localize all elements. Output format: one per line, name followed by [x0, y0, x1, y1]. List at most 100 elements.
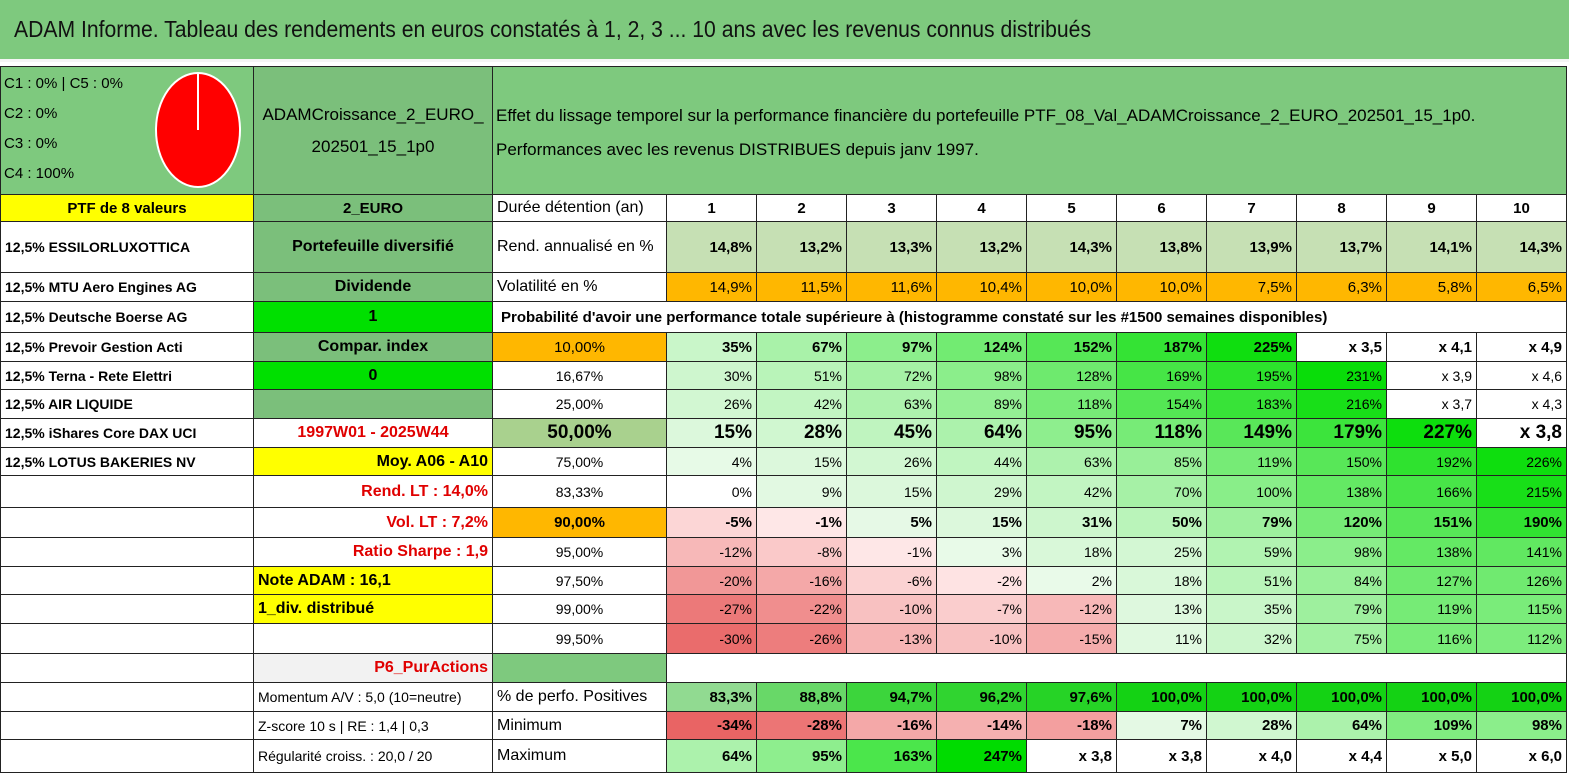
probability-cell: 79% — [1297, 595, 1387, 624]
summary-cell: 100,0% — [1477, 683, 1567, 712]
probability-cell: 28% — [757, 419, 847, 448]
probability-cell: -13% — [847, 624, 937, 654]
probability-cell: 15% — [847, 476, 937, 508]
empty-cell — [937, 654, 1027, 683]
rend-cell: 13,3% — [847, 222, 937, 273]
probability-cell: 138% — [1387, 538, 1477, 567]
year-header: 5 — [1027, 195, 1117, 222]
probability-cell: -12% — [1027, 595, 1117, 624]
category-label: P6_PurActions — [254, 654, 493, 683]
probability-cell: 195% — [1207, 362, 1297, 390]
title-bar: ADAM Informe. Tableau des rendements en … — [0, 0, 1569, 62]
probability-cell: 115% — [1477, 595, 1567, 624]
probability-cell: 15% — [937, 508, 1027, 538]
summary-label: Régularité croiss. : 20,0 / 20 — [254, 740, 493, 773]
empty-cell — [1207, 654, 1297, 683]
probability-cell: 2% — [1027, 567, 1117, 595]
probability-cell: 128% — [1027, 362, 1117, 390]
probability-cell: 190% — [1477, 508, 1567, 538]
summary-cell: 96,2% — [937, 683, 1027, 712]
summary-cell: -18% — [1027, 712, 1117, 740]
summary-cell: 64% — [1297, 712, 1387, 740]
probability-cell: -30% — [667, 624, 757, 654]
summary-cell: 28% — [1207, 712, 1297, 740]
summary-label: Z-score 10 s | RE : 1,4 | 0,3 — [254, 712, 493, 740]
performance-table: C1 : 0% | C5 : 0% C2 : 0% C3 : 0% C4 : 1… — [0, 66, 1567, 773]
probability-threshold: 25,00% — [493, 390, 667, 419]
empty-cell — [1117, 654, 1207, 683]
summary-cell: -14% — [937, 712, 1027, 740]
year-header: 10 — [1477, 195, 1567, 222]
summary-cell: 64% — [667, 740, 757, 773]
rend-cell: 14,3% — [1027, 222, 1117, 273]
vol-cell: 14,9% — [667, 273, 757, 302]
summary-cell: x 6,0 — [1477, 740, 1567, 773]
period-label: 1997W01 - 2025W44 — [254, 419, 493, 448]
probability-cell: 84% — [1297, 567, 1387, 595]
summary-row-label: Minimum — [493, 712, 667, 740]
summary-cell: 247% — [937, 740, 1027, 773]
probability-cell: 26% — [667, 390, 757, 419]
probability-cell: 118% — [1117, 419, 1207, 448]
fund-name-line: 202501_15_1p0 — [311, 136, 435, 156]
summary-cell: 98% — [1477, 712, 1567, 740]
note-label: Note ADAM : 16,1 — [254, 567, 493, 595]
rend-cell: 13,2% — [937, 222, 1027, 273]
probability-cell: x 4,9 — [1477, 333, 1567, 362]
probability-cell: 127% — [1387, 567, 1477, 595]
allocation-line: C3 : 0% — [4, 135, 58, 152]
summary-cell: 100,0% — [1207, 683, 1297, 712]
summary-cell: 97,6% — [1027, 683, 1117, 712]
probability-cell: 18% — [1117, 567, 1207, 595]
probability-cell: 97% — [847, 333, 937, 362]
vol-cell: 10,0% — [1117, 273, 1207, 302]
empty-cell — [1387, 654, 1477, 683]
probability-cell: x 3,7 — [1387, 390, 1477, 419]
sharpe-label: Ratio Sharpe : 1,9 — [254, 538, 493, 567]
fund-name: ADAMCroissance_2_EURO_ 202501_15_1p0 — [254, 67, 493, 195]
probability-cell: 13% — [1117, 595, 1207, 624]
rend-lt-label: Rend. LT : 14,0% — [254, 476, 493, 508]
summary-cell: 83,3% — [667, 683, 757, 712]
holding-row: 12,5% AIR LIQUIDE — [1, 390, 254, 419]
probability-cell: 100% — [1207, 476, 1297, 508]
summary-cell: 88,8% — [757, 683, 847, 712]
description-line: Effet du lissage temporel sur la perform… — [496, 106, 1476, 125]
probability-cell: 149% — [1207, 419, 1297, 448]
vol-cell: 11,6% — [847, 273, 937, 302]
allocation-line: C2 : 0% — [4, 105, 58, 122]
probability-cell: 31% — [1027, 508, 1117, 538]
probability-cell: 0% — [667, 476, 757, 508]
probability-cell: 154% — [1117, 390, 1207, 419]
probability-cell: 29% — [937, 476, 1027, 508]
empty-cell — [757, 654, 847, 683]
probability-cell: 79% — [1207, 508, 1297, 538]
vol-cell: 10,0% — [1027, 273, 1117, 302]
year-header: 8 — [1297, 195, 1387, 222]
probability-threshold: 83,33% — [493, 476, 667, 508]
probability-cell: 11% — [1117, 624, 1207, 654]
probability-cell: 225% — [1207, 333, 1297, 362]
summary-cell: -34% — [667, 712, 757, 740]
holding-row: 12,5% Deutsche Boerse AG — [1, 302, 254, 333]
probability-cell: 216% — [1297, 390, 1387, 419]
holding-row: 12,5% Prevoir Gestion Acti — [1, 333, 254, 362]
summary-cell: 95% — [757, 740, 847, 773]
ptf-header: PTF de 8 valeurs — [1, 195, 254, 222]
probability-cell: 70% — [1117, 476, 1207, 508]
vol-cell: 10,4% — [937, 273, 1027, 302]
probability-cell: 98% — [937, 362, 1027, 390]
probability-cell: 124% — [937, 333, 1027, 362]
probability-cell: 179% — [1297, 419, 1387, 448]
probability-cell: x 4,6 — [1477, 362, 1567, 390]
holding-row: 12,5% Terna - Rete Elettri — [1, 362, 254, 390]
index-value: 0 — [254, 362, 493, 390]
probability-threshold: 16,67% — [493, 362, 667, 390]
empty-cell — [1297, 654, 1387, 683]
probability-cell: 187% — [1117, 333, 1207, 362]
probability-cell: 15% — [667, 419, 757, 448]
probability-cell: -15% — [1027, 624, 1117, 654]
rend-cell: 13,7% — [1297, 222, 1387, 273]
div-distrib-label: 1_div. distribué — [254, 595, 493, 624]
probability-cell: 15% — [757, 448, 847, 476]
